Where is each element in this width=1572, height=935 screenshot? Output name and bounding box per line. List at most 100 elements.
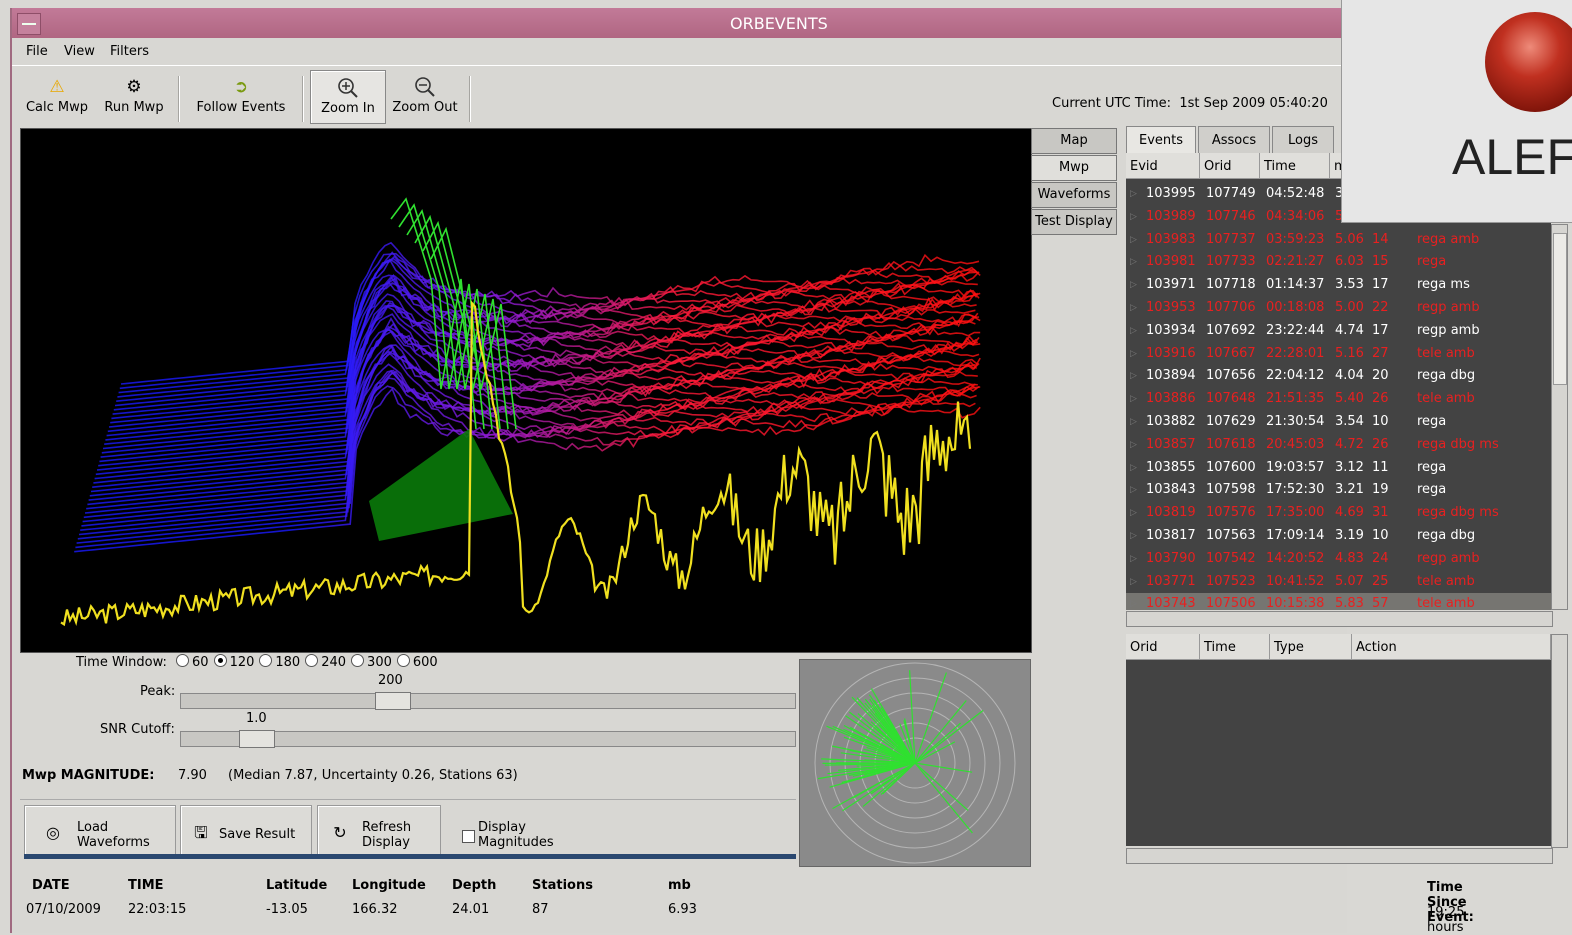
tab-assocs[interactable]: Assocs	[1198, 126, 1270, 154]
event-row[interactable]: ▷ 103894 107656 22:04:12 4.04 20 rega dbg	[1126, 365, 1551, 387]
event-row[interactable]: ▷ 103743 107506 10:15:38 5.83 57 tele amb	[1126, 593, 1551, 610]
mwp-label: Mwp MAGNITUDE:	[22, 768, 155, 783]
time-window-option[interactable]: 600	[392, 654, 438, 670]
save-result-button[interactable]: 🖫 Save Result	[180, 805, 312, 859]
event-row[interactable]: ▷ 103817 107563 17:09:14 3.19 10 rega dbg	[1126, 525, 1551, 547]
event-row[interactable]: ▷ 103819 107576 17:35:00 4.69 31 rega dbg ms	[1126, 502, 1551, 524]
tab-map[interactable]: Map	[1031, 128, 1117, 154]
station-polar-plot[interactable]	[799, 659, 1031, 867]
col-time[interactable]: Time	[1260, 153, 1330, 179]
event-row[interactable]: ▷ 103843 107598 17:52:30 3.21 19 rega	[1126, 479, 1551, 501]
event-row[interactable]: ▷ 103882 107629 21:30:54 3.54 10 rega	[1126, 411, 1551, 433]
cell-evid: 103995	[1146, 186, 1196, 201]
time-window-option-label: 120	[229, 655, 255, 670]
refresh-label-2: Display	[362, 835, 410, 850]
utc-value: 1st Sep 2009 05:40:20	[1179, 96, 1328, 111]
info-header: DATE	[32, 878, 70, 893]
waveform-trace	[93, 322, 977, 484]
station-ray	[868, 694, 916, 764]
tab-waveforms[interactable]: Waveforms	[1031, 182, 1117, 208]
waveform-trace	[108, 275, 980, 428]
cell-n: 11	[1372, 459, 1389, 475]
cell-time: 20:45:03	[1266, 436, 1325, 452]
snr-value: 1.0	[246, 711, 267, 726]
time-window-option[interactable]: 60	[171, 654, 209, 670]
window-menu-button[interactable]	[17, 13, 41, 35]
cell-mag: 5.40	[1335, 391, 1364, 407]
events-vscrollbar[interactable]	[1551, 224, 1568, 610]
event-row[interactable]: ▷ 103790 107542 14:20:52 4.83 24 regp amb	[1126, 548, 1551, 570]
station-ray	[914, 700, 967, 764]
cell-type: rega dbg ms	[1417, 436, 1499, 452]
cell-type: rega dbg ms	[1417, 505, 1499, 521]
display-magnitudes-checkbox[interactable]	[462, 830, 475, 843]
snr-slider-thumb[interactable]	[239, 730, 275, 748]
time-window-option[interactable]: 240	[300, 654, 346, 670]
event-row[interactable]: ▷ 103989 107746 04:34:06 5	[1126, 206, 1551, 228]
polar-canvas	[814, 662, 1016, 864]
run-mwp-label: Run Mwp	[104, 100, 164, 115]
event-row[interactable]: ▷ 103981 107733 02:21:27 6.03 15 rega	[1126, 251, 1551, 273]
row-expand-icon: ▷	[1130, 371, 1137, 382]
event-row[interactable]: ▷ 103971 107718 01:14:37 3.53 17 rega ms	[1126, 274, 1551, 296]
event-row[interactable]: ▷ 103916 107667 22:28:01 5.16 27 tele amb	[1126, 343, 1551, 365]
event-row[interactable]: ▷ 103771 107523 10:41:52 5.07 25 tele amb	[1126, 571, 1551, 593]
time-window-option[interactable]: 180	[254, 654, 300, 670]
events-scroll-thumb[interactable]	[1553, 233, 1567, 385]
zoom-out-button[interactable]: Zoom Out	[388, 70, 462, 122]
cell-evid: 103882	[1146, 414, 1196, 429]
menu-view[interactable]: View	[64, 44, 95, 59]
col-orid[interactable]: Orid	[1200, 153, 1260, 179]
time-window-option[interactable]: 300	[346, 654, 392, 670]
yellow-trace	[60, 300, 972, 627]
load-waveforms-button[interactable]: ◎ Load Waveforms	[24, 805, 176, 859]
col-assoc-time[interactable]: Time	[1200, 634, 1270, 660]
follow-events-button[interactable]: ➲ Follow Events	[192, 70, 290, 122]
refresh-display-button[interactable]: ↻ Refresh Display	[317, 805, 441, 859]
events-table[interactable]: Evid Orid Time m ▷10399510774904:52:483▷…	[1126, 153, 1551, 610]
col-assoc-type[interactable]: Type	[1270, 634, 1352, 660]
waveform-trace	[104, 300, 981, 445]
event-row[interactable]: ▷ 103934 107692 23:22:44 4.74 17 regp amb	[1126, 320, 1551, 342]
tab-test-display[interactable]: Test Display	[1031, 209, 1117, 235]
cell-orid: 107718	[1206, 277, 1256, 293]
col-evid[interactable]: Evid	[1126, 153, 1200, 179]
tab-events[interactable]: Events	[1126, 126, 1196, 153]
cell-orid: 107648	[1206, 391, 1256, 407]
assocs-hscrollbar[interactable]	[1126, 848, 1553, 864]
event-row[interactable]: ▷ 103995 107749 04:52:48 3	[1126, 183, 1551, 205]
menu-filters[interactable]: Filters	[110, 44, 149, 59]
event-row[interactable]: ▷ 103886 107648 21:51:35 5.40 26 tele amb	[1126, 388, 1551, 410]
station-ray	[914, 722, 961, 764]
time-window-option[interactable]: 120	[209, 654, 255, 670]
event-row[interactable]: ▷ 103855 107600 19:03:57 3.12 11 rega	[1126, 457, 1551, 479]
events-hscrollbar[interactable]	[1126, 611, 1553, 627]
display-mag-label-2: Magnitudes	[478, 835, 554, 850]
peak-slider-thumb[interactable]	[375, 692, 411, 710]
cell-type: tele amb	[1417, 596, 1475, 610]
polar-ring	[814, 662, 1016, 864]
run-mwp-button[interactable]: ⚙ Run Mwp	[100, 70, 168, 122]
info-value: 22:03:15	[128, 902, 187, 917]
tab-logs[interactable]: Logs	[1272, 126, 1334, 154]
assocs-table[interactable]: Orid Time Type Action	[1126, 634, 1551, 846]
menu-file[interactable]: File	[26, 44, 48, 59]
zoom-out-icon	[414, 76, 436, 98]
calc-mwp-button[interactable]: ⚠ Calc Mwp	[20, 70, 94, 122]
cell-time: 19:03:57	[1266, 459, 1325, 475]
zoom-in-button[interactable]: Zoom In	[310, 70, 386, 124]
snr-slider[interactable]	[180, 730, 796, 748]
waveform-3d-plot[interactable]	[20, 128, 1032, 653]
row-expand-icon: ▷	[1130, 189, 1137, 199]
peak-slider[interactable]	[180, 692, 796, 710]
tab-mwp[interactable]: Mwp	[1031, 155, 1117, 181]
assocs-vscrollbar[interactable]	[1551, 634, 1568, 848]
cell-mag: 3.53	[1335, 277, 1364, 293]
event-row[interactable]: ▷ 103857 107618 20:45:03 4.72 26 rega dbg ms	[1126, 434, 1551, 456]
col-assoc-action[interactable]: Action	[1352, 634, 1551, 660]
event-row[interactable]: ▷ 103953 107706 00:18:08 5.00 22 regp amb	[1126, 297, 1551, 319]
event-row[interactable]: ▷ 103983 107737 03:59:23 5.06 14 rega amb	[1126, 229, 1551, 251]
info-header: Depth	[452, 878, 497, 893]
col-assoc-orid[interactable]: Orid	[1126, 634, 1200, 660]
cell-orid: 107667	[1206, 345, 1256, 361]
